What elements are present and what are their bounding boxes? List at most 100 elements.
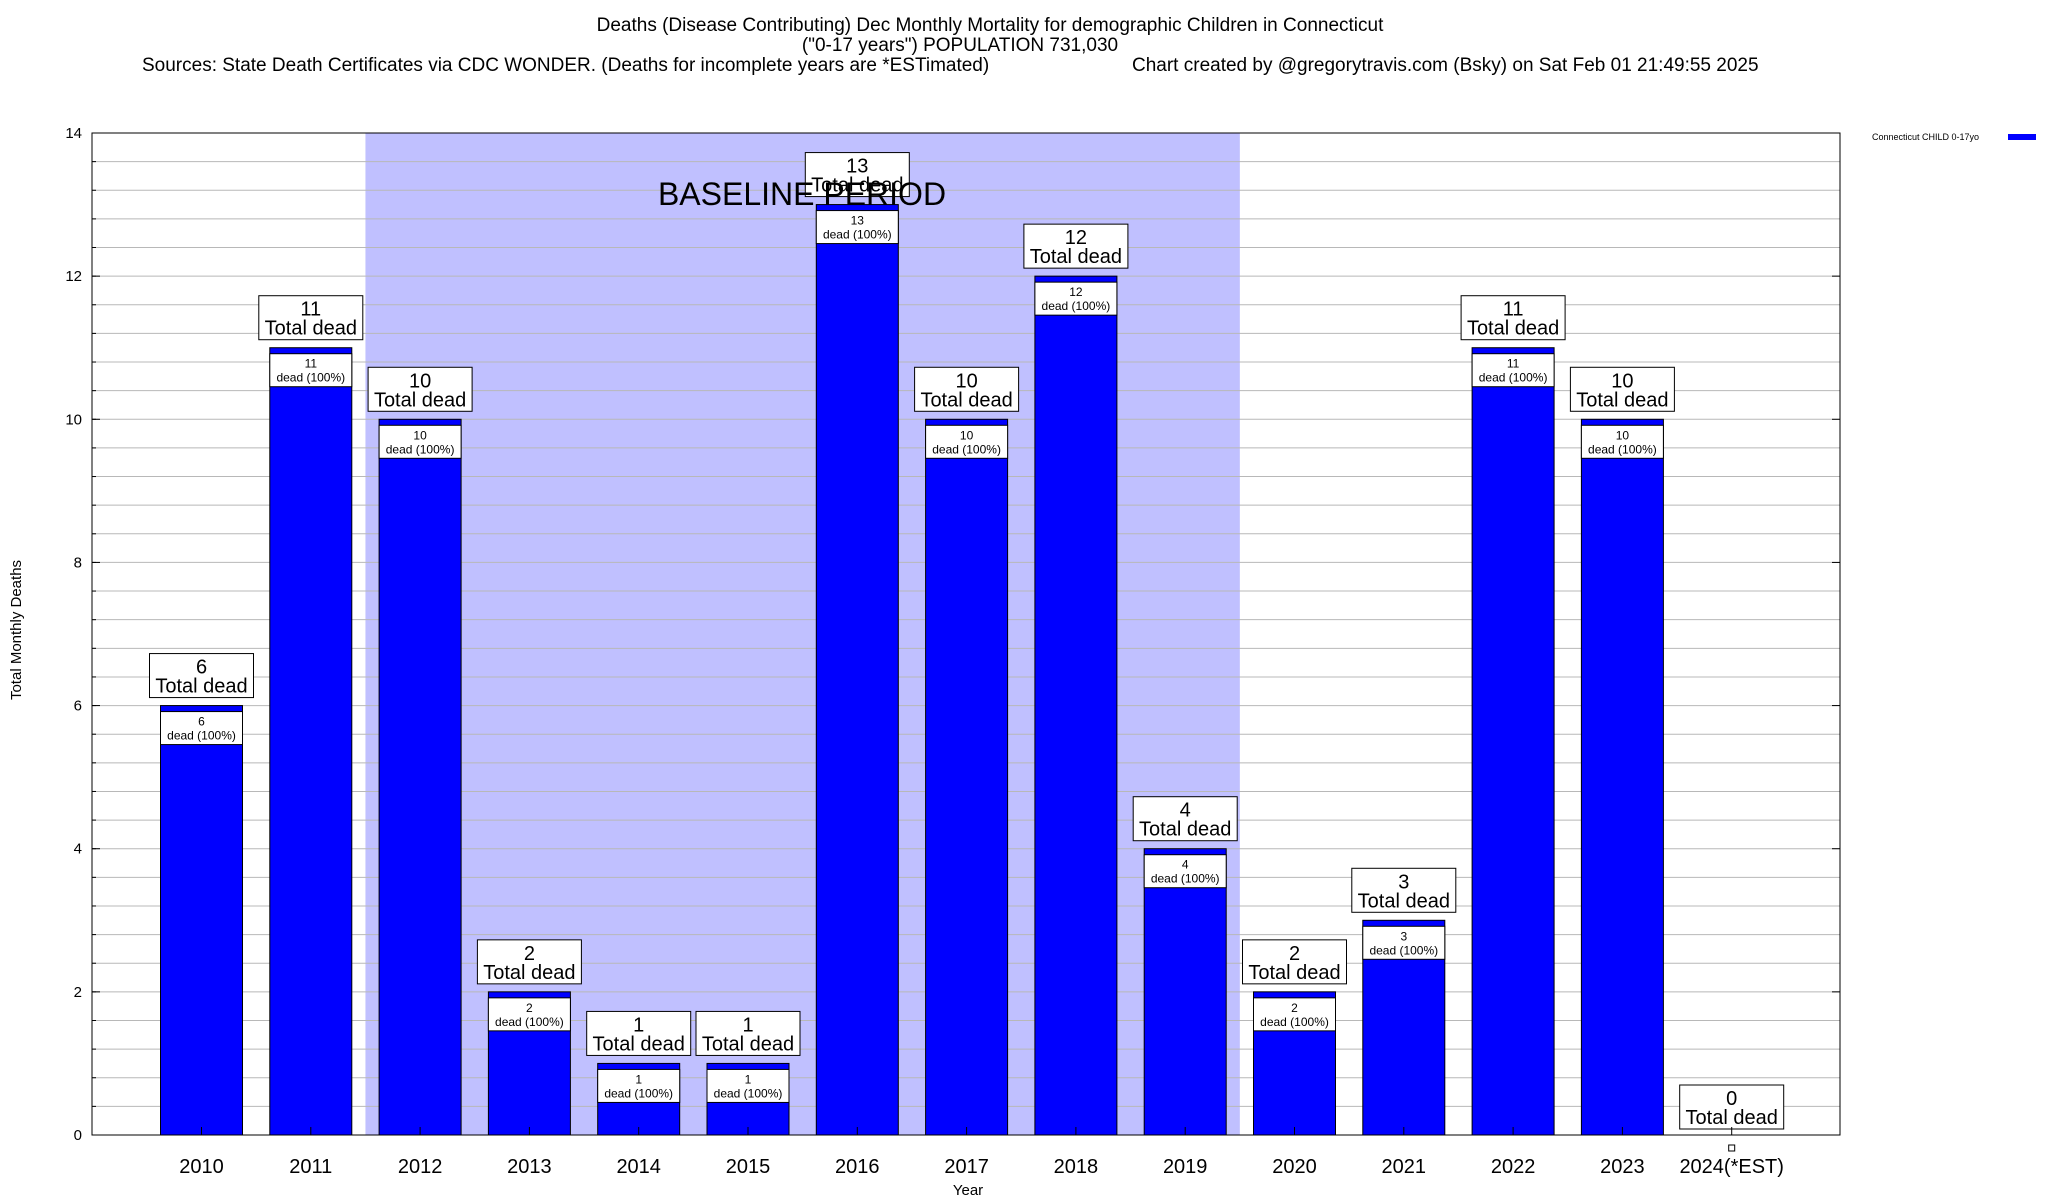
bar-inner-label-box: [597, 1068, 681, 1103]
bar-inner-value: 2: [1291, 1001, 1298, 1015]
bar-total-label: Total dead: [265, 318, 357, 340]
bar-total-label: Total dead: [702, 1033, 794, 1055]
bar-total-label: Total dead: [1248, 962, 1340, 984]
legend-label: Connecticut CHILD 0-17yo: [1872, 132, 1979, 142]
bar-inner-label: dead (100%): [1479, 371, 1548, 385]
bar-total-value: 12: [1065, 227, 1087, 249]
bar-inner-label-box: [706, 1068, 790, 1103]
x-tick-label: 2016: [835, 1156, 880, 1178]
bar-total-value: 2: [1289, 943, 1300, 965]
y-tick-label: 10: [65, 411, 82, 428]
bar-total-label-box: [586, 1010, 692, 1056]
bar-inner-value: 4: [1182, 858, 1189, 872]
bar-inner-label-box: [1034, 281, 1118, 316]
bar-total-label-box: [804, 152, 910, 198]
bar: [1034, 275, 1118, 1136]
x-tick-label: 2015: [726, 1156, 771, 1178]
bar-total-label: Total dead: [155, 676, 247, 698]
bar-inner-label: dead (100%): [1369, 943, 1438, 957]
bar-total-label-box: [1351, 867, 1457, 913]
baseline-period-label: BASELINE PERIOD: [658, 176, 946, 212]
bar-inner-value: 6: [198, 715, 205, 729]
x-tick-label: 2014: [616, 1156, 661, 1178]
bar-total-label: Total dead: [1030, 246, 1122, 268]
bar-total-label-box: [1023, 223, 1129, 269]
bar-total-label-box: [476, 939, 582, 985]
bar-inner-value: 1: [635, 1072, 642, 1086]
bar-inner-label: dead (100%): [1260, 1015, 1329, 1029]
bar-inner-label: dead (100%): [1588, 442, 1657, 456]
bar-total-value: 0: [1726, 1088, 1737, 1110]
bar-inner-label: dead (100%): [1042, 299, 1111, 313]
bar-inner-label: dead (100%): [1151, 872, 1220, 886]
bar-inner-label-box: [269, 353, 353, 388]
bar-total-label-box: [1242, 939, 1347, 985]
bar-total-label-box: [367, 366, 473, 412]
x-tick-label: 2024(*EST): [1679, 1156, 1784, 1178]
bar-total-label: Total dead: [811, 175, 903, 197]
bar-inner-label-box: [487, 997, 571, 1032]
bar-inner-label-box: [1253, 997, 1336, 1032]
bar-total-label: Total dead: [374, 389, 466, 411]
x-tick-label: 2019: [1163, 1156, 1208, 1178]
bar-total-label-box: [149, 653, 254, 699]
y-tick-label: 14: [65, 125, 82, 142]
bar: [1580, 418, 1664, 1136]
x-tick-label: 2020: [1272, 1156, 1317, 1178]
bar-inner-label-box: [815, 210, 899, 245]
bar-inner-value: 10: [413, 428, 427, 442]
bar: [160, 705, 243, 1136]
bar-total-value: 1: [742, 1014, 753, 1036]
x-tick-label: 2023: [1600, 1156, 1645, 1178]
bar-inner-label-box: [1580, 424, 1664, 459]
bar-inner-label-box: [1471, 353, 1555, 388]
x-tick-label: 2013: [507, 1156, 552, 1178]
bar-total-label: Total dead: [1576, 389, 1668, 411]
legend: Connecticut CHILD 0-17yo: [1872, 132, 2036, 142]
bar-total-value: 3: [1398, 871, 1409, 893]
y-tick-label: 2: [74, 984, 82, 1001]
bar-inner-label: dead (100%): [932, 442, 1001, 456]
bar-inner-label: dead (100%): [386, 442, 455, 456]
bar-inner-label-box: [1362, 925, 1446, 960]
bar-inner-label-box: [160, 711, 243, 746]
bar-inner-label: dead (100%): [714, 1086, 783, 1100]
bar-total-label-box: [1569, 366, 1675, 412]
bar: [269, 347, 353, 1136]
bar-total-value: 11: [1503, 299, 1524, 321]
bar-total-value: 2: [524, 943, 535, 965]
bar-total-label: Total dead: [593, 1033, 685, 1055]
bar-inner-value: 2: [526, 1001, 533, 1015]
bar-total-label-box: [914, 366, 1020, 412]
bar: [1143, 848, 1227, 1136]
bar-inner-label-box: [925, 424, 1009, 459]
chart-sources: Sources: State Death Certificates via CD…: [142, 55, 989, 76]
bar-total-value: 4: [1180, 800, 1191, 822]
x-tick-label: 2018: [1054, 1156, 1099, 1178]
bar: [815, 204, 899, 1136]
x-tick-label: 2010: [179, 1156, 224, 1178]
y-tick-label: 8: [74, 554, 82, 571]
bar-inner-value: 10: [960, 428, 974, 442]
bar-inner-label: dead (100%): [276, 371, 345, 385]
bar-inner-value: 1: [745, 1072, 752, 1086]
bar-inner-value: 10: [1616, 428, 1630, 442]
bar-total-label: Total dead: [1686, 1107, 1778, 1129]
bar-total-value: 10: [1611, 370, 1633, 392]
chart-title-line-1: Deaths (Disease Contributing) Dec Monthl…: [597, 15, 1384, 36]
bar: [1471, 347, 1555, 1136]
legend-swatch: [2008, 134, 2036, 140]
chart-credit: Chart created by @gregorytravis.com (Bsk…: [1132, 55, 1759, 76]
bar-inner-label: dead (100%): [604, 1086, 673, 1100]
bar-inner-label: dead (100%): [495, 1015, 564, 1029]
bar-inner-value: 13: [851, 214, 865, 228]
y-tick-label: 6: [74, 698, 82, 715]
chart-title-line-2: ("0-17 years") POPULATION 731,030: [802, 35, 1118, 56]
bar-total-label-box: [258, 295, 364, 341]
bar-inner-label-box: [378, 424, 462, 459]
bar-total-label-box: [1132, 796, 1238, 842]
bar-total-value: 10: [955, 370, 977, 392]
bar: [925, 418, 1009, 1136]
x-axis-label: Year: [953, 1182, 983, 1199]
